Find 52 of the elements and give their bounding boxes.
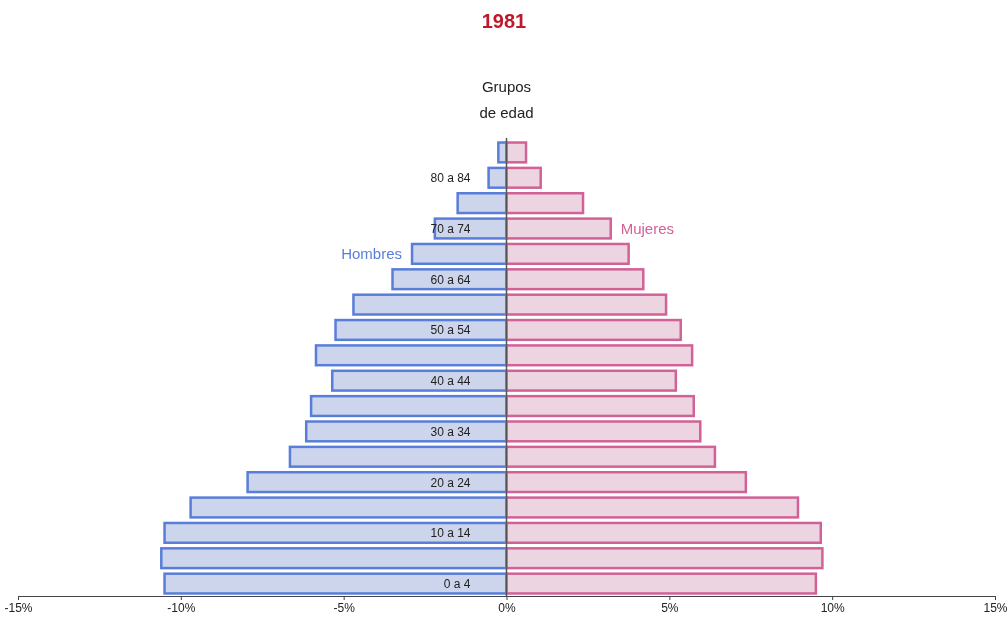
bar: [505, 344, 694, 367]
bar: [352, 293, 508, 316]
bar: [314, 344, 508, 367]
bar: [505, 192, 585, 215]
x-tick-label: 15%: [983, 600, 1008, 615]
y-tick-label: 60 a 64: [430, 272, 471, 287]
bar: [163, 521, 508, 544]
x-tick-label: -15%: [4, 600, 33, 615]
bar: [505, 496, 800, 519]
bar: [246, 470, 508, 494]
series-label: Mujeres: [620, 219, 675, 237]
bar: [189, 496, 508, 519]
y-tick-label: 10 a 14: [430, 526, 471, 541]
bar: [163, 572, 508, 595]
series-label: Hombres: [341, 244, 403, 262]
bar: [505, 470, 748, 494]
y-tick-label: 50 a 54: [430, 323, 471, 338]
bar: [505, 394, 696, 418]
bar: [505, 420, 702, 443]
y-tick-label: 80 a 84: [430, 171, 471, 186]
bar: [505, 166, 542, 189]
bar: [505, 217, 612, 240]
y-tick-label: 20 a 24: [430, 475, 471, 490]
bar: [456, 192, 508, 215]
bar: [160, 547, 508, 570]
x-tick-label: -5%: [333, 600, 356, 615]
bar: [505, 521, 823, 544]
bar: [288, 445, 508, 468]
y-tick-label: 40 a 44: [430, 374, 471, 389]
bar: [505, 445, 717, 468]
bar: [505, 547, 824, 570]
bar: [505, 369, 678, 392]
bar: [505, 268, 645, 291]
bar: [309, 394, 508, 418]
bar: [334, 318, 508, 342]
bar: [410, 242, 508, 266]
bar: [433, 217, 508, 240]
bar: [304, 420, 508, 443]
chart-title: 1981: [481, 10, 527, 32]
bar: [505, 318, 682, 342]
bar: [331, 369, 508, 392]
bar: [505, 242, 630, 266]
x-tick-label: 10%: [820, 600, 845, 615]
y-tick-label: 30 a 34: [430, 424, 471, 439]
x-tick-label: 0%: [498, 600, 516, 615]
x-tick-label: 5%: [661, 600, 679, 615]
x-tick-label: -10%: [167, 600, 196, 615]
bar: [505, 141, 528, 164]
y-axis-title: Grupos de edad: [479, 78, 534, 121]
bar: [505, 572, 818, 595]
y-tick-label: 0 a 4: [443, 577, 471, 592]
bar: [505, 293, 668, 316]
